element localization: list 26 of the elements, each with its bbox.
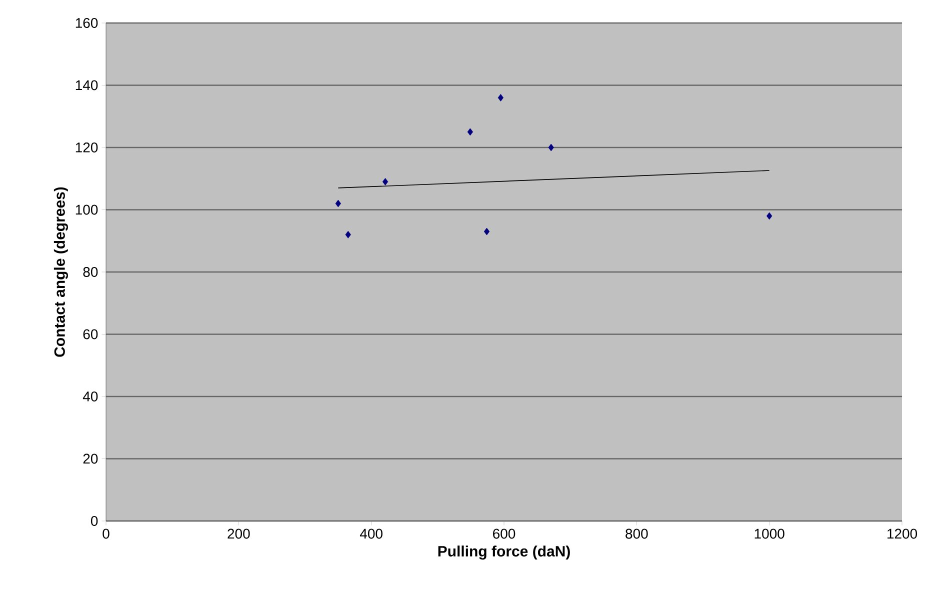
x-tick-label: 200 xyxy=(228,528,250,539)
y-tick-label: 160 xyxy=(76,18,98,28)
point xyxy=(548,144,554,152)
y-tick-label: 60 xyxy=(83,329,98,340)
x-axis-title: Pulling force (daN) xyxy=(438,546,570,560)
x-tick-label: 1200 xyxy=(887,528,918,539)
y-tick-label: 140 xyxy=(76,80,98,90)
x-tick-label: 1000 xyxy=(754,528,784,539)
point xyxy=(766,212,772,220)
y-tick-label: 20 xyxy=(83,454,98,464)
y-tick-label: 80 xyxy=(83,267,98,277)
x-tick-label: 0 xyxy=(102,528,110,539)
point xyxy=(345,230,351,238)
x-tick-label: 600 xyxy=(493,528,516,539)
point xyxy=(382,178,388,186)
y-tick-label: 0 xyxy=(90,516,98,526)
y-axis-title: Contact angle (degrees) xyxy=(54,187,68,357)
point xyxy=(498,94,504,102)
y-tick-label: 100 xyxy=(76,204,98,215)
x-tick-label: 400 xyxy=(360,528,382,539)
y-tick-label: 120 xyxy=(76,142,98,152)
y-tick-label: 40 xyxy=(82,392,98,402)
point xyxy=(467,128,473,136)
x-tick-label: 800 xyxy=(626,528,648,539)
point xyxy=(335,200,341,208)
point xyxy=(484,228,490,236)
